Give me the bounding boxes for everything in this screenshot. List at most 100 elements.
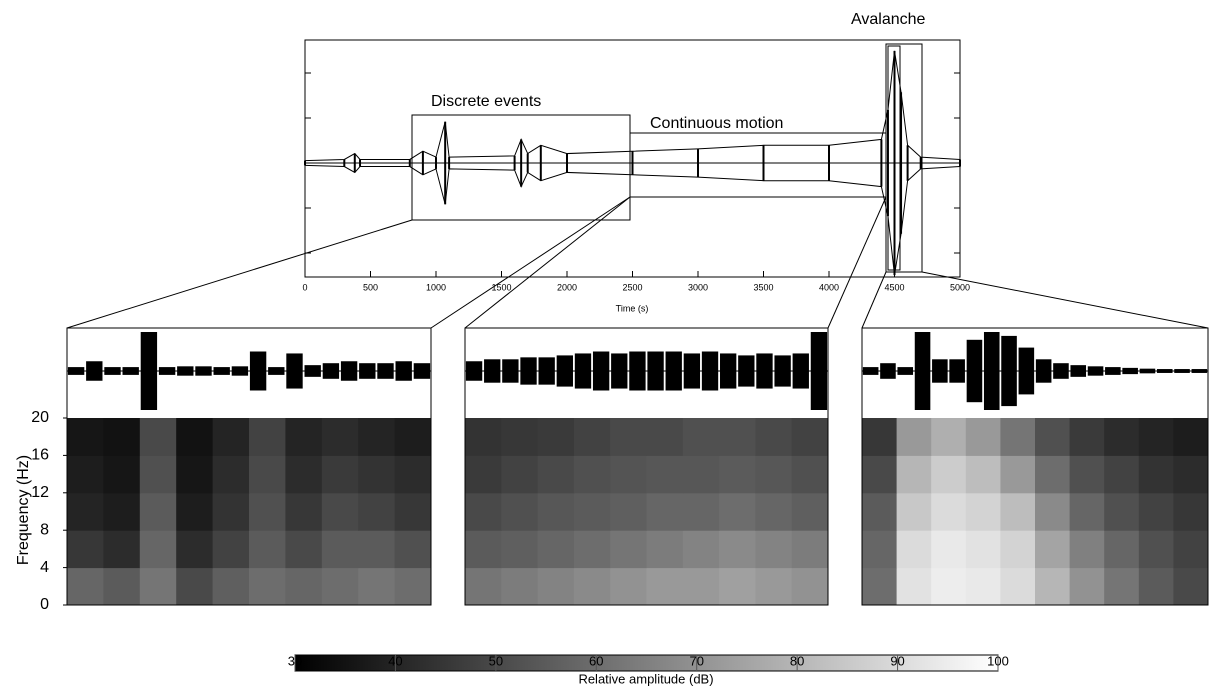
spectrogram-cell [1173,492,1209,531]
y-tick-label: 20 [31,409,49,426]
spectrogram-cell [610,567,647,606]
spectrogram-cell [501,567,539,606]
colorbar-tick-label: 100 [987,653,1009,668]
waveform-envelope [122,367,139,375]
spectrogram-cell [537,530,575,569]
y-tick-label: 12 [31,484,49,501]
spectrogram-cell [394,567,432,606]
spectrogram-cell [176,567,214,606]
waveform-envelope [949,359,965,383]
waveform-envelope [574,353,592,389]
waveform-envelope [195,366,212,376]
avalanche-box [885,43,923,273]
annotation: Discrete events [431,93,541,110]
spectrogram-cell [103,418,141,456]
x-axis-label: Time (s) [616,303,649,313]
spectrogram-cell [862,455,898,494]
y-tick-label: 0 [40,596,49,613]
spectrogram-cell [537,492,575,531]
spectrogram-cell [573,418,611,456]
waveform-envelope [792,353,809,389]
waveform-envelope [104,367,121,375]
spectrogram-cell [394,492,432,531]
spectrogram-cell [465,455,502,494]
spectrogram-cell [537,418,575,456]
spectrogram-cell [139,455,177,494]
spectrogram-cell [896,530,932,569]
spectrogram-cell [931,418,967,456]
colorbar-label: Relative amplitude (dB) [578,671,713,686]
spectrogram-cell [573,492,611,531]
spectrogram-cell [176,455,214,494]
panel-frame [861,327,1209,606]
spectrogram-cell [682,530,720,569]
spectrogram-cell [285,455,323,494]
spectrogram-cell [965,492,1001,531]
spectrogram-cell [1138,418,1174,456]
spectrogram-cell [931,455,967,494]
spectrogram-cell [896,567,932,606]
spectrogram-cell [791,418,829,456]
waveform-envelope [140,332,158,410]
spectrogram-cell [537,567,575,606]
spectrogram-cell [1035,567,1071,606]
waveform-envelope [231,366,249,376]
spectrogram-cell [1138,567,1174,606]
spectrogram-cell [1000,567,1036,606]
spectrogram-cell [501,492,539,531]
spectrogram-cell [965,455,1001,494]
spectrogram-cell [1104,530,1140,569]
spectrogram-cell [573,567,611,606]
colorbar-tick-label: 90 [890,653,904,668]
spectrogram-cell [931,567,967,606]
spectrogram-cell [212,567,250,606]
spectrogram-cell [646,455,684,494]
envelope-lower [304,164,961,276]
spectrogram-cell [249,567,286,606]
spectrogram-cell [719,418,756,456]
spectrogram-cell [1035,530,1071,569]
waveform-envelope [465,361,483,381]
spectrogram-cell [791,530,829,569]
spectrogram-cell [321,567,359,606]
x-tick-label: 4000 [819,282,839,292]
spectrogram-cell [1104,418,1140,456]
x-tick-label: 5000 [950,282,970,292]
spectrogram-cell [791,455,829,494]
spectrogram-cell [1173,530,1209,569]
spectrogram-cell [103,455,141,494]
spectrogram-cell [573,530,611,569]
spectrogram-cell [682,492,720,531]
spectrogram-cell [249,455,286,494]
waveform-envelope [520,357,537,385]
spectrogram-cell [1000,455,1036,494]
spectrogram-cell [103,567,141,606]
spectrogram-cell [896,492,932,531]
x-tick-label: 2500 [622,282,642,292]
spectrogram-cell [394,455,432,494]
spectrogram-cell [212,418,250,456]
waveform-envelope [213,367,230,375]
overview-panel: Avalanche Discrete events Continuous mot… [304,11,961,313]
panel-frame [66,327,432,606]
waveform-envelope [1018,347,1035,395]
waveform-envelope [1191,369,1208,373]
spectrogram-cell [719,492,756,531]
waveform-envelope [701,351,719,391]
spectrogram-cell [465,530,502,569]
spectrogram-cell [1035,492,1071,531]
spectrogram-cell [1035,455,1071,494]
waveform-envelope [556,355,573,387]
spectrogram-cell [103,492,141,531]
spectrogram-cell [1035,418,1071,456]
spectrogram-cell [682,418,720,456]
spectrogram-cell [67,418,104,456]
spectrogram-cell [755,492,793,531]
spectrogram-cell [67,567,104,606]
annotation: Continuous motion [650,115,783,132]
spectrogram-cell [212,455,250,494]
y-tick-label: 16 [31,447,49,464]
x-tick-label: 1500 [491,282,511,292]
panel-frame [464,327,829,606]
spectrogram-cell [501,530,539,569]
